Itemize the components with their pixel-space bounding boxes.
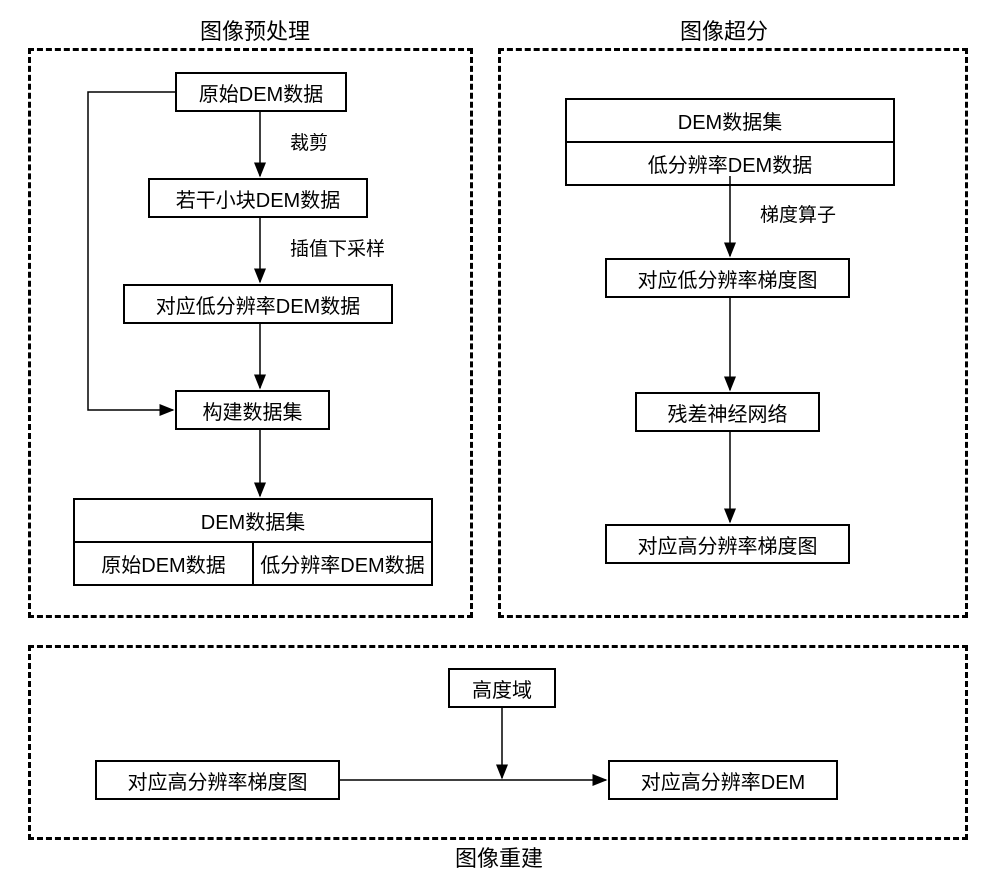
table-cell-lowres: 低分辨率DEM数据 — [254, 543, 431, 584]
box-high-res-dem: 对应高分辨率DEM — [608, 760, 838, 800]
table-dem-dataset-super: DEM数据集 低分辨率DEM数据 — [565, 98, 895, 186]
table-row-super: 低分辨率DEM数据 — [567, 143, 893, 184]
box-height-domain: 高度域 — [448, 668, 556, 708]
edge-label-downsample: 插值下采样 — [290, 234, 385, 261]
section-preprocessing-title: 图像预处理 — [195, 14, 315, 46]
box-small-block: 若干小块DEM数据 — [148, 178, 368, 218]
edge-label-gradient-op: 梯度算子 — [760, 200, 836, 227]
table-header-preprocess: DEM数据集 — [75, 500, 431, 543]
table-cell-raw: 原始DEM数据 — [75, 543, 254, 584]
box-high-res-gradient: 对应高分辨率梯度图 — [605, 524, 850, 564]
box-low-res-gradient: 对应低分辨率梯度图 — [605, 258, 850, 298]
section-superres-title: 图像超分 — [675, 14, 773, 46]
box-high-res-gradient2: 对应高分辨率梯度图 — [95, 760, 340, 800]
edge-label-crop: 裁剪 — [290, 128, 328, 155]
table-header-super: DEM数据集 — [567, 100, 893, 143]
table-dem-dataset-preprocess: DEM数据集 原始DEM数据 低分辨率DEM数据 — [73, 498, 433, 586]
box-low-res-dem: 对应低分辨率DEM数据 — [123, 284, 393, 324]
box-build-dataset: 构建数据集 — [175, 390, 330, 430]
box-resnet: 残差神经网络 — [635, 392, 820, 432]
diagram-container: 图像预处理 图像超分 图像重建 原始DEM数据 若干小块DEM数据 对应低分辨率… — [20, 20, 980, 873]
section-rebuild-title: 图像重建 — [450, 841, 548, 873]
box-raw-dem: 原始DEM数据 — [175, 72, 347, 112]
